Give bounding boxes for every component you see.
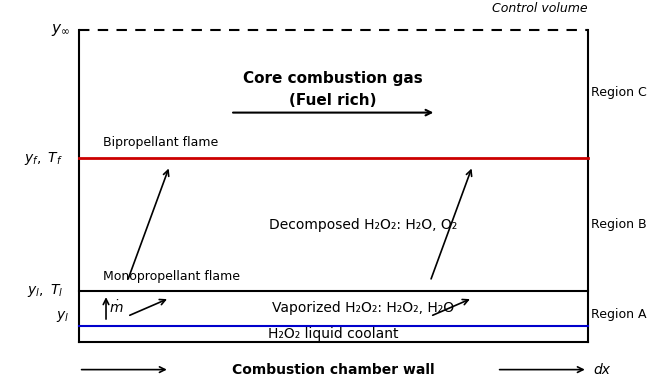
Text: $y_\infty$: $y_\infty$ bbox=[51, 22, 69, 38]
Text: Control volume: Control volume bbox=[492, 2, 587, 15]
Text: H₂O₂ liquid coolant: H₂O₂ liquid coolant bbox=[268, 327, 398, 341]
Text: (Fuel rich): (Fuel rich) bbox=[289, 93, 377, 108]
Text: $y_f,\ T_f$: $y_f,\ T_f$ bbox=[25, 150, 64, 167]
Text: Region A: Region A bbox=[591, 308, 646, 321]
Text: $y_l$: $y_l$ bbox=[56, 309, 69, 324]
Text: Combustion chamber wall: Combustion chamber wall bbox=[232, 363, 435, 377]
Text: $y_l,\ T_l$: $y_l,\ T_l$ bbox=[27, 282, 64, 299]
Text: Monopropellant flame: Monopropellant flame bbox=[103, 270, 240, 284]
Text: Region C: Region C bbox=[591, 86, 646, 99]
Text: Core combustion gas: Core combustion gas bbox=[243, 71, 423, 86]
Text: $\dot{m}$: $\dot{m}$ bbox=[109, 300, 123, 316]
Text: Vaporized H₂O₂: H₂O₂, H₂O: Vaporized H₂O₂: H₂O₂, H₂O bbox=[273, 301, 454, 315]
Text: Decomposed H₂O₂: H₂O, O₂: Decomposed H₂O₂: H₂O, O₂ bbox=[269, 218, 458, 231]
Text: dx: dx bbox=[594, 363, 611, 377]
Text: Region B: Region B bbox=[591, 218, 646, 231]
Text: Bipropellant flame: Bipropellant flame bbox=[103, 136, 218, 149]
